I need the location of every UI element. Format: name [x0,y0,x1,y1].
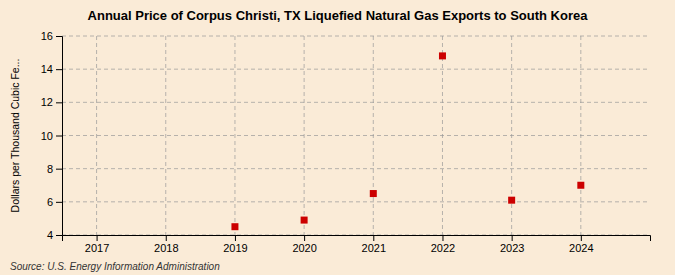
y-axis-title: Dollars per Thousand Cubic Fe... [9,59,21,213]
y-tick-label: 16 [41,30,53,42]
x-grid-line [96,36,97,235]
y-grid-line [62,135,650,136]
y-tick: 14 [41,63,62,75]
point [231,223,238,230]
y-tick-label: 8 [47,163,53,175]
x-tick-mark [373,235,374,241]
x-axis-line [63,236,651,242]
point [370,190,377,197]
y-tick-mark [56,69,62,70]
y-grid-line [62,102,650,103]
x-grid-line [373,36,374,235]
chart: 2017 2018 2019 2020 2021 2022 2023 2024 4 6 8 10 12 1… [0,0,675,275]
x-tick-label: 2022 [431,242,455,254]
y-axis-line [56,37,63,236]
y-axis: 4 6 8 10 12 14 16 [41,30,63,241]
x-axis: 2017 2018 2019 2020 2021 2022 2023 2024 [63,235,651,254]
x-tick-mark [581,235,582,241]
x-tick-label: 2018 [154,242,178,254]
y-tick-label: 4 [47,229,53,241]
x-tick: 2023 [500,235,524,254]
y-tick-mark [56,102,62,103]
x-grid-line [234,36,235,235]
y-tick: 6 [47,196,62,208]
x-grid-line [304,36,305,235]
x-tick-label: 2020 [292,242,316,254]
y-tick-label: 6 [47,196,53,208]
point [577,182,584,189]
y-tick-label: 10 [41,130,53,142]
x-tick-mark [304,235,305,241]
x-tick: 2021 [362,235,386,254]
title: Annual Price of Corpus Christi, TX Lique… [88,8,589,23]
x-tick: 2018 [154,235,178,254]
y-tick-label: 14 [41,63,53,75]
points [231,52,584,230]
x-tick-mark [166,235,167,241]
x-tick-mark [442,235,443,241]
y-tick-label: 12 [41,96,53,108]
x-tick: 2022 [431,235,455,254]
x-grid-line [511,36,512,235]
y-tick-mark [56,136,62,137]
y-grid-line [62,168,650,169]
point [439,52,446,59]
x-tick-label: 2023 [500,242,524,254]
x-grid-line [165,36,166,235]
source: Source: U.S. Energy Information Administ… [10,261,220,272]
x-tick: 2024 [569,235,593,254]
grid [62,36,650,235]
y-tick-mark [56,36,62,37]
y-tick: 10 [41,130,62,142]
point [301,217,308,224]
point [508,197,515,204]
x-tick-mark [235,235,236,241]
x-tick-label: 2017 [85,242,109,254]
x-tick-label: 2021 [362,242,386,254]
x-tick-mark [512,235,513,241]
x-tick: 2017 [85,235,109,254]
plot: 2017 2018 2019 2020 2021 2022 2023 2024 4 6 8 10 12 1… [41,30,651,254]
y-grid-line [62,36,650,37]
y-tick-mark [56,235,62,236]
x-tick: 2020 [292,235,316,254]
x-grid-line [442,36,443,235]
y-tick: 8 [47,163,62,175]
x-tick-label: 2019 [223,242,247,254]
y-tick-mark [56,202,62,203]
x-tick-label: 2024 [569,242,593,254]
y-tick: 16 [41,30,62,42]
y-grid-line [62,69,650,70]
x-grid-line [580,36,581,235]
y-tick: 12 [41,96,62,108]
x-tick-mark [97,235,98,241]
y-grid-line [62,201,650,202]
y-tick: 4 [47,229,62,241]
x-tick: 2019 [223,235,247,254]
y-tick-mark [56,169,62,170]
